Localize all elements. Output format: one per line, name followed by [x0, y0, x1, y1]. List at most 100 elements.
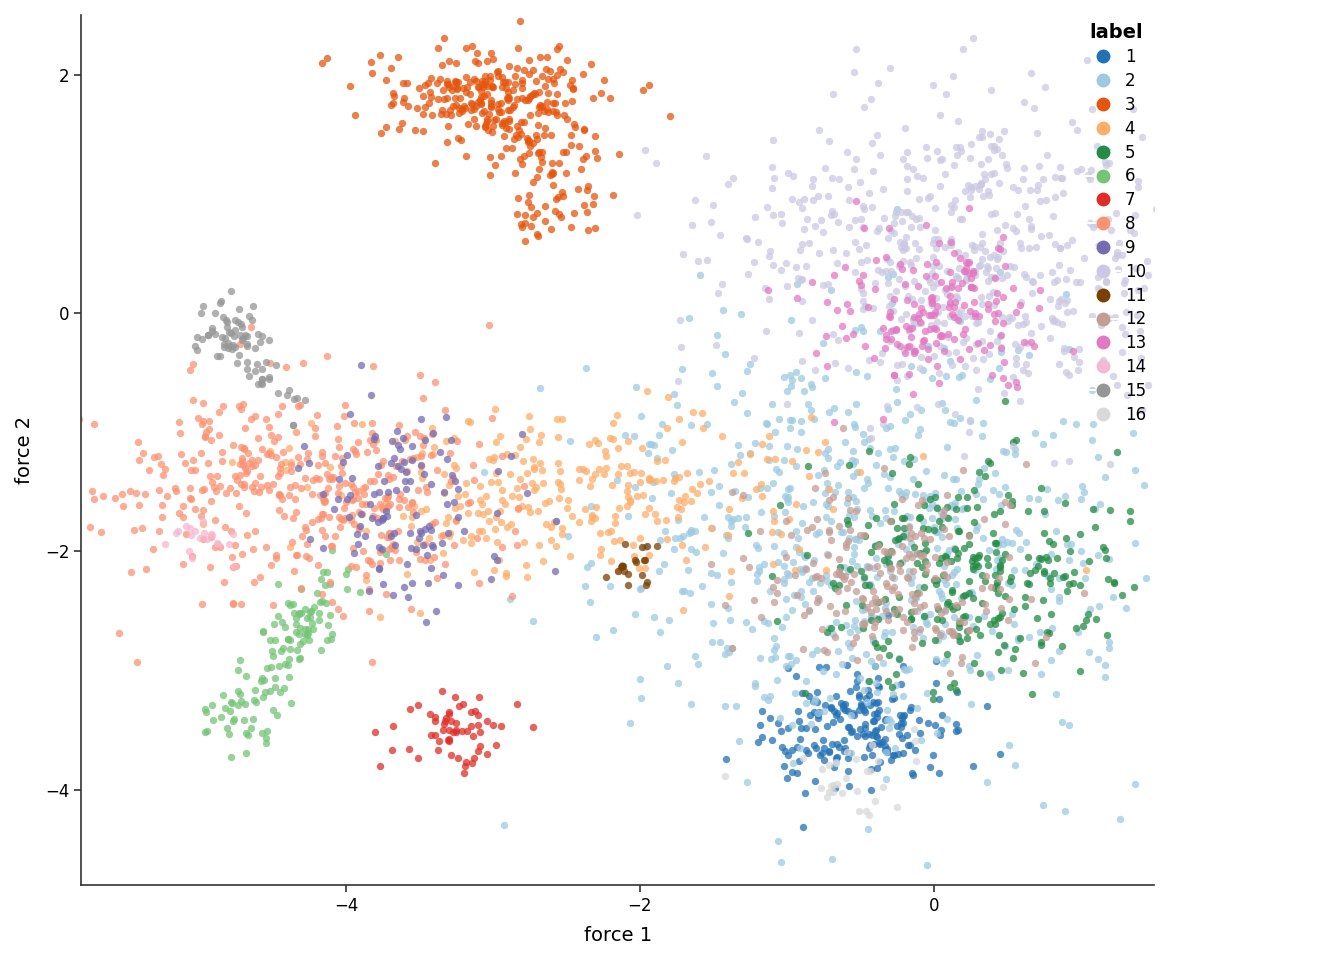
Point	[821, 852, 843, 867]
Point	[905, 589, 926, 605]
Point	[1051, 714, 1073, 730]
Point	[383, 718, 405, 733]
Point	[308, 512, 329, 527]
Point	[349, 585, 371, 600]
Point	[867, 709, 888, 725]
Point	[900, 611, 922, 626]
Point	[957, 178, 978, 193]
Point	[962, 561, 984, 576]
Point	[530, 455, 551, 470]
Point	[907, 427, 929, 443]
Point	[742, 622, 763, 637]
Point	[1027, 126, 1048, 141]
Point	[1039, 228, 1060, 243]
Point	[985, 562, 1007, 577]
Point	[845, 666, 867, 682]
Point	[1017, 503, 1039, 518]
Point	[774, 571, 796, 587]
Point	[469, 523, 491, 539]
Point	[999, 549, 1020, 564]
Point	[505, 165, 527, 180]
Point	[379, 496, 401, 512]
Point	[120, 483, 141, 498]
Point	[499, 591, 520, 607]
Point	[277, 595, 298, 611]
Point	[845, 365, 867, 380]
Point	[860, 782, 882, 798]
Point	[237, 444, 258, 460]
Point	[532, 127, 554, 142]
Point	[767, 833, 789, 849]
Point	[607, 564, 629, 579]
Point	[602, 416, 624, 431]
Point	[1044, 237, 1066, 252]
Point	[1009, 393, 1031, 408]
Point	[870, 323, 891, 338]
Point	[457, 495, 478, 511]
Point	[438, 722, 460, 737]
Point	[246, 694, 267, 709]
Point	[828, 577, 849, 592]
Point	[786, 523, 808, 539]
Point	[949, 314, 970, 329]
Point	[321, 539, 343, 554]
Point	[1039, 331, 1060, 347]
Point	[328, 471, 349, 487]
Point	[1120, 514, 1141, 529]
Point	[886, 606, 907, 621]
Point	[1013, 589, 1035, 605]
Point	[808, 444, 829, 460]
Point	[332, 455, 353, 470]
Point	[319, 509, 340, 524]
Point	[1156, 301, 1177, 317]
Point	[781, 192, 802, 207]
Point	[880, 560, 902, 575]
Point	[195, 428, 216, 444]
Point	[298, 625, 320, 640]
Point	[198, 455, 219, 470]
Point	[253, 672, 274, 687]
Point	[919, 274, 941, 289]
Point	[992, 316, 1013, 331]
Point	[493, 75, 515, 90]
Point	[556, 111, 578, 127]
Point	[481, 124, 503, 139]
Point	[996, 267, 1017, 282]
Point	[845, 41, 867, 57]
Point	[941, 204, 962, 220]
Point	[470, 95, 492, 110]
Point	[605, 509, 626, 524]
Point	[491, 719, 512, 734]
Point	[415, 480, 437, 495]
Point	[548, 38, 570, 54]
Point	[894, 120, 915, 135]
Point	[989, 564, 1011, 579]
Point	[585, 466, 606, 481]
Point	[829, 551, 851, 566]
Point	[818, 757, 840, 773]
Point	[844, 264, 866, 279]
Point	[427, 733, 449, 749]
Point	[864, 538, 886, 553]
Point	[363, 473, 384, 489]
Point	[585, 144, 606, 159]
Point	[168, 415, 190, 430]
Point	[222, 713, 243, 729]
Point	[894, 489, 915, 504]
Point	[215, 700, 237, 715]
Point	[802, 693, 824, 708]
Point	[516, 466, 538, 481]
Point	[482, 118, 504, 133]
Point	[657, 389, 679, 404]
Point	[856, 252, 878, 268]
Point	[759, 583, 781, 598]
Point	[414, 552, 435, 567]
Point	[629, 530, 650, 545]
Point	[840, 638, 862, 654]
Point	[1016, 534, 1038, 549]
Point	[1107, 235, 1129, 251]
Point	[376, 530, 398, 545]
Point	[911, 448, 933, 464]
Point	[848, 702, 870, 717]
Point	[497, 111, 519, 127]
